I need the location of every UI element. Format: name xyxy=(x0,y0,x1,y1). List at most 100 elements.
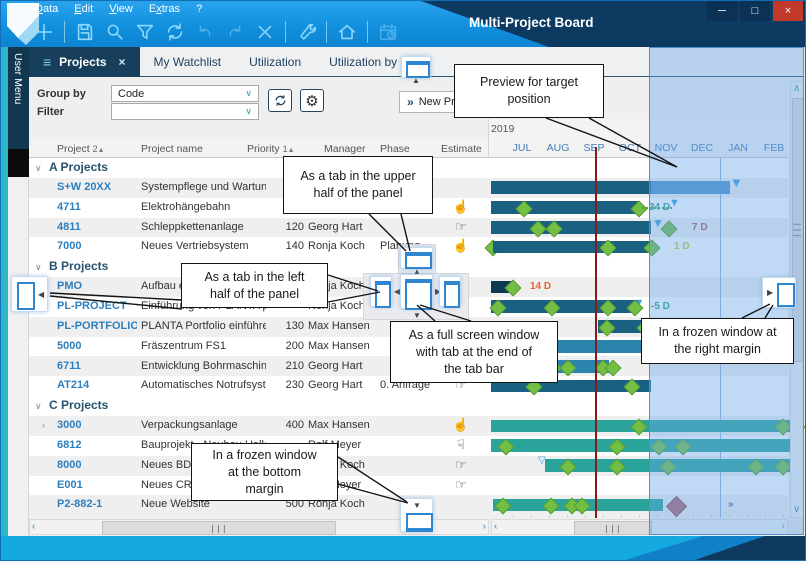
dock-target-frozen-left[interactable]: ◀ xyxy=(11,276,48,312)
project-code-cell[interactable]: 8000 xyxy=(57,458,82,471)
project-code-cell[interactable]: PMO xyxy=(57,280,83,293)
project-code-cell[interactable]: PL-PORTFOLIO xyxy=(57,319,137,332)
gantt-bar[interactable] xyxy=(491,201,638,214)
calendar-icon[interactable] xyxy=(375,19,401,45)
dock-target-fullscreen[interactable] xyxy=(400,274,433,310)
estimate-thumb-icon[interactable]: ☝ xyxy=(452,238,470,254)
project-code-cell[interactable]: P2-882-1 xyxy=(57,498,103,511)
dock-target-tab-right[interactable] xyxy=(439,276,461,308)
gantt-bar[interactable] xyxy=(651,181,730,194)
gantt-h-scrollbar-thumb[interactable]: ||| xyxy=(574,521,652,535)
menu-item-edit[interactable]: Edit xyxy=(74,3,94,15)
menu-item-extras[interactable]: Extras xyxy=(148,3,181,15)
project-code-cell[interactable]: 7000 xyxy=(57,240,82,253)
estimate-thumb-icon[interactable]: ☞ xyxy=(455,377,467,393)
estimate-thumb-icon[interactable]: ☞ xyxy=(455,218,467,234)
gantt-h-scrollbar[interactable]: ‹ ||| › xyxy=(491,519,788,535)
search-icon[interactable] xyxy=(102,19,128,45)
gantt-bar[interactable] xyxy=(493,240,651,254)
expand-chevron-icon[interactable]: › xyxy=(42,420,45,431)
manager-cell: Max Hansen xyxy=(308,319,370,332)
estimate-thumb-icon[interactable]: ☝ xyxy=(452,198,470,214)
project-code-cell[interactable]: AT214 xyxy=(57,379,90,392)
filter-icon[interactable] xyxy=(132,19,158,45)
minimize-button[interactable]: ─ xyxy=(707,1,737,21)
estimate-thumb-icon[interactable]: ☟ xyxy=(457,436,465,452)
project-code-cell[interactable]: 3000 xyxy=(57,419,82,432)
close-button[interactable]: × xyxy=(773,1,803,21)
project-code-cell[interactable]: 4711 xyxy=(57,200,81,213)
project-code-cell[interactable]: E001 xyxy=(57,478,83,491)
group-row[interactable]: ∨ C Projects xyxy=(29,396,788,416)
project-code-cell[interactable]: S+W 20XX xyxy=(57,180,112,193)
col-header-manager[interactable]: Manager xyxy=(324,143,366,155)
gantt-bar[interactable] xyxy=(491,439,798,452)
table-row[interactable]: 5000 Fräszentrum FS1 200 Max Hansen xyxy=(29,337,788,357)
estimate-thumb-icon[interactable]: ☝ xyxy=(452,417,470,433)
col-header-phase[interactable]: Phase xyxy=(380,143,410,155)
gantt-month-aug: AUG xyxy=(546,142,570,154)
col-header-project[interactable]: Project 2▲ xyxy=(57,143,105,155)
filter-select[interactable]: ∨ xyxy=(111,103,259,120)
delete-icon[interactable] xyxy=(252,19,278,45)
tools-icon[interactable] xyxy=(293,19,319,45)
tab-projects[interactable]: ≡ Projects × xyxy=(29,47,140,77)
scroll-down-icon[interactable]: ∨ xyxy=(793,504,801,515)
menu-item-data[interactable]: Data xyxy=(35,3,59,15)
scroll-right-icon[interactable]: › xyxy=(781,521,785,532)
dock-target-frozen-bottom[interactable]: ▼ xyxy=(400,498,433,532)
scroll-left-icon[interactable]: ‹ xyxy=(494,521,498,532)
gantt-bar[interactable] xyxy=(491,221,651,234)
user-menu-tab[interactable]: User Menu xyxy=(8,47,29,149)
project-code-cell[interactable]: PL-PROJECT xyxy=(57,299,127,312)
group-label: A Projects xyxy=(49,160,108,174)
project-code-cell[interactable]: 4811 xyxy=(57,220,81,233)
home-icon[interactable] xyxy=(334,19,360,45)
tab-utilization[interactable]: Utilization xyxy=(235,47,315,77)
estimate-thumb-icon[interactable]: ☞ xyxy=(455,476,467,492)
collapse-chevron-icon[interactable]: ∨ xyxy=(35,262,42,273)
add-icon[interactable] xyxy=(31,19,57,45)
group-row[interactable]: ∨ A Projects xyxy=(29,158,788,178)
dock-target-tab-left[interactable] xyxy=(370,276,392,308)
group-by-select[interactable]: Code ∨ xyxy=(111,85,259,102)
collapse-chevron-icon[interactable]: ∨ xyxy=(35,401,42,412)
tab-my-watchlist[interactable]: My Watchlist xyxy=(140,47,236,77)
table-row[interactable]: S+W 20XX Systempflege und Wartung ▼ xyxy=(29,176,788,198)
redo-icon[interactable] xyxy=(222,19,248,45)
callout-text-line: the tab bar xyxy=(444,361,504,376)
collapse-chevron-icon[interactable]: ∨ xyxy=(35,163,42,173)
col-header-priority[interactable]: Priority 1▲ xyxy=(247,143,295,155)
gantt-bar[interactable] xyxy=(558,340,644,353)
project-code-cell[interactable]: 6711 xyxy=(57,359,81,372)
project-code-cell[interactable]: 6812 xyxy=(57,438,82,451)
menu-item-help[interactable]: ? xyxy=(196,3,203,15)
save-icon[interactable] xyxy=(72,19,98,45)
gantt-bar[interactable] xyxy=(491,181,651,194)
table-row[interactable]: 4711 Elektrohängebahn ☝ 34 D ▼ xyxy=(29,197,788,218)
group-row[interactable]: ∨ B Projects xyxy=(29,257,788,277)
maximize-button[interactable]: □ xyxy=(740,1,770,21)
dock-target-tab-upper[interactable] xyxy=(400,247,433,269)
scroll-up-icon[interactable]: ∧ xyxy=(793,83,801,94)
scroll-right-icon[interactable]: › xyxy=(482,521,486,532)
dock-target-tab-top-chip[interactable] xyxy=(401,56,431,78)
table-row[interactable]: 4811 Schleppkettenanlage 120 Georg Hart ☞ ▼ 7 … xyxy=(29,217,788,238)
menu-item-view[interactable]: View xyxy=(109,3,133,15)
close-tab-icon[interactable]: × xyxy=(118,55,126,69)
table-row[interactable]: › 3000 Verpackungsanlage 400 Max Hansen ☝ xyxy=(29,416,805,436)
project-code-cell[interactable]: 5000 xyxy=(57,339,82,352)
estimate-thumb-icon[interactable]: ☞ xyxy=(455,456,467,472)
col-header-estimate[interactable]: Estimate xyxy=(441,143,482,155)
settings-button[interactable]: ⚙ xyxy=(300,89,324,112)
refresh-icon[interactable] xyxy=(162,19,188,45)
table-h-scrollbar-thumb[interactable]: ||| xyxy=(102,521,336,535)
table-h-scrollbar[interactable]: ‹ ||| › xyxy=(29,519,489,535)
dock-target-frozen-right[interactable]: ▶ xyxy=(762,277,796,308)
col-header-name[interactable]: Project name xyxy=(141,143,203,155)
undo-icon[interactable] xyxy=(192,19,218,45)
scroll-left-icon[interactable]: ‹ xyxy=(32,521,36,532)
layout-refresh-button[interactable] xyxy=(268,89,292,112)
